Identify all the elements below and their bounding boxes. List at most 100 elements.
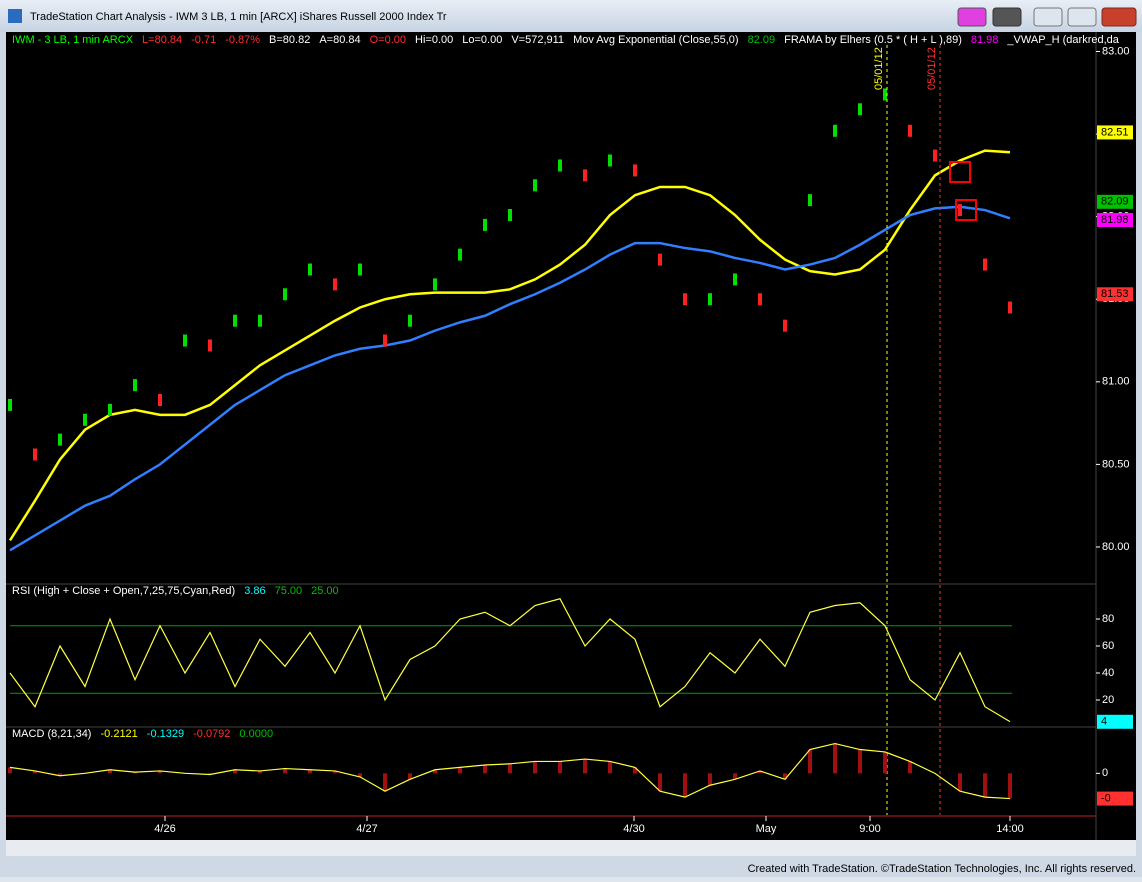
macd-bar	[658, 773, 662, 792]
price-bar	[983, 258, 987, 271]
macd-bar	[883, 751, 887, 774]
price-bar	[783, 319, 787, 332]
price-bar	[908, 124, 912, 137]
price-bar	[1008, 301, 1012, 314]
x-tick-label: 9:00	[859, 823, 880, 835]
macd-bar	[383, 773, 387, 792]
legend-item: 82.09	[748, 34, 776, 46]
price-bar	[183, 334, 187, 347]
macd-bar	[533, 761, 537, 774]
value-box-label: 81.53	[1101, 288, 1129, 300]
price-bar	[508, 209, 512, 222]
macd-bar	[633, 767, 637, 774]
price-bar	[583, 169, 587, 182]
x-tick-label: 4/27	[356, 823, 377, 835]
legend-item: -0.2121	[100, 728, 137, 740]
price-bar	[533, 179, 537, 192]
macd-bar	[558, 761, 562, 774]
value-box	[1097, 194, 1133, 209]
macd-bar	[158, 770, 162, 774]
y-tick-label: 80.00	[1102, 541, 1130, 553]
macd-bar	[958, 773, 962, 792]
macd-bar	[608, 761, 612, 774]
macd-bar	[808, 749, 812, 774]
macd-bar	[683, 773, 687, 798]
price-bar	[558, 159, 562, 172]
price-bar	[458, 248, 462, 261]
value-box	[1097, 287, 1133, 302]
signal-box	[949, 161, 971, 183]
legend-item: 75.00	[275, 585, 303, 597]
price-bar	[58, 433, 62, 446]
price-bar	[283, 288, 287, 301]
macd-bar	[308, 769, 312, 774]
close-button[interactable]	[1101, 7, 1137, 27]
price-bar	[433, 278, 437, 291]
macd-bar	[433, 769, 437, 774]
value-box-label: 81.98	[1101, 214, 1129, 226]
macd-bar	[358, 773, 362, 777]
macd-bar	[858, 749, 862, 774]
macd-bar	[983, 773, 987, 798]
app-icon	[8, 9, 22, 23]
y-tick-label: 60	[1102, 640, 1114, 652]
legend-item: Lo=0.00	[462, 34, 502, 46]
macd-bar	[908, 761, 912, 774]
price-bar	[658, 253, 662, 266]
value-box	[1097, 212, 1133, 227]
legend-item: L=80.84	[142, 34, 182, 46]
price-bar	[308, 263, 312, 276]
info-button[interactable]	[992, 7, 1022, 27]
price-bar	[958, 204, 962, 217]
price-bar	[358, 263, 362, 276]
price-bar	[808, 194, 812, 207]
event-label: 05/01/12	[926, 47, 938, 90]
legend-item: -0.87%	[225, 34, 260, 46]
macd-bar	[1008, 773, 1012, 799]
price-bar	[683, 293, 687, 306]
price-bar	[83, 413, 87, 426]
price-bar	[883, 88, 887, 101]
maximize-button[interactable]	[1067, 7, 1097, 27]
price-bar	[483, 218, 487, 231]
x-tick-label: 4/30	[623, 823, 644, 835]
indicator-line	[9, 742, 1011, 800]
legend-item: V=572,911	[511, 34, 564, 46]
indicator-line	[9, 205, 1011, 552]
price-bar	[258, 314, 262, 327]
macd-bar	[733, 773, 737, 780]
minimize-button[interactable]	[1033, 7, 1063, 27]
value-box	[1097, 791, 1133, 806]
macd-bar	[408, 773, 412, 780]
price-bar	[633, 164, 637, 177]
price-bar	[8, 398, 12, 411]
price-bar	[933, 149, 937, 162]
legend-item: RSI (High + Close + Open,7,25,75,Cyan,Re…	[12, 585, 235, 597]
price-bar	[108, 403, 112, 416]
price-bar	[208, 339, 212, 352]
price-bar	[408, 314, 412, 327]
macd-bar	[233, 769, 237, 774]
x-tick-label: May	[756, 823, 777, 835]
y-tick-label: 80	[1102, 613, 1114, 625]
legend-item: 0.0000	[239, 728, 273, 740]
legend-item: 81.98	[971, 34, 999, 46]
macd-bar	[483, 765, 487, 774]
price-bar	[833, 124, 837, 137]
legend-item: MACD (8,21,34)	[12, 728, 91, 740]
legend-item: Hi=0.00	[415, 34, 453, 46]
value-box-label: 4	[1101, 716, 1107, 728]
price-bar	[233, 314, 237, 327]
value-box-label: -0	[1101, 792, 1111, 804]
price-bar	[758, 293, 762, 306]
signal-box	[955, 199, 977, 221]
price-bar	[33, 448, 37, 461]
macd-bar	[8, 767, 12, 774]
y-tick-label: 80.50	[1102, 458, 1130, 470]
symbol-link-button[interactable]	[957, 7, 987, 27]
legend-item: -0.71	[191, 34, 216, 46]
price-bar	[708, 293, 712, 306]
macd-bar	[783, 773, 787, 780]
legend-item: -0.0792	[193, 728, 230, 740]
